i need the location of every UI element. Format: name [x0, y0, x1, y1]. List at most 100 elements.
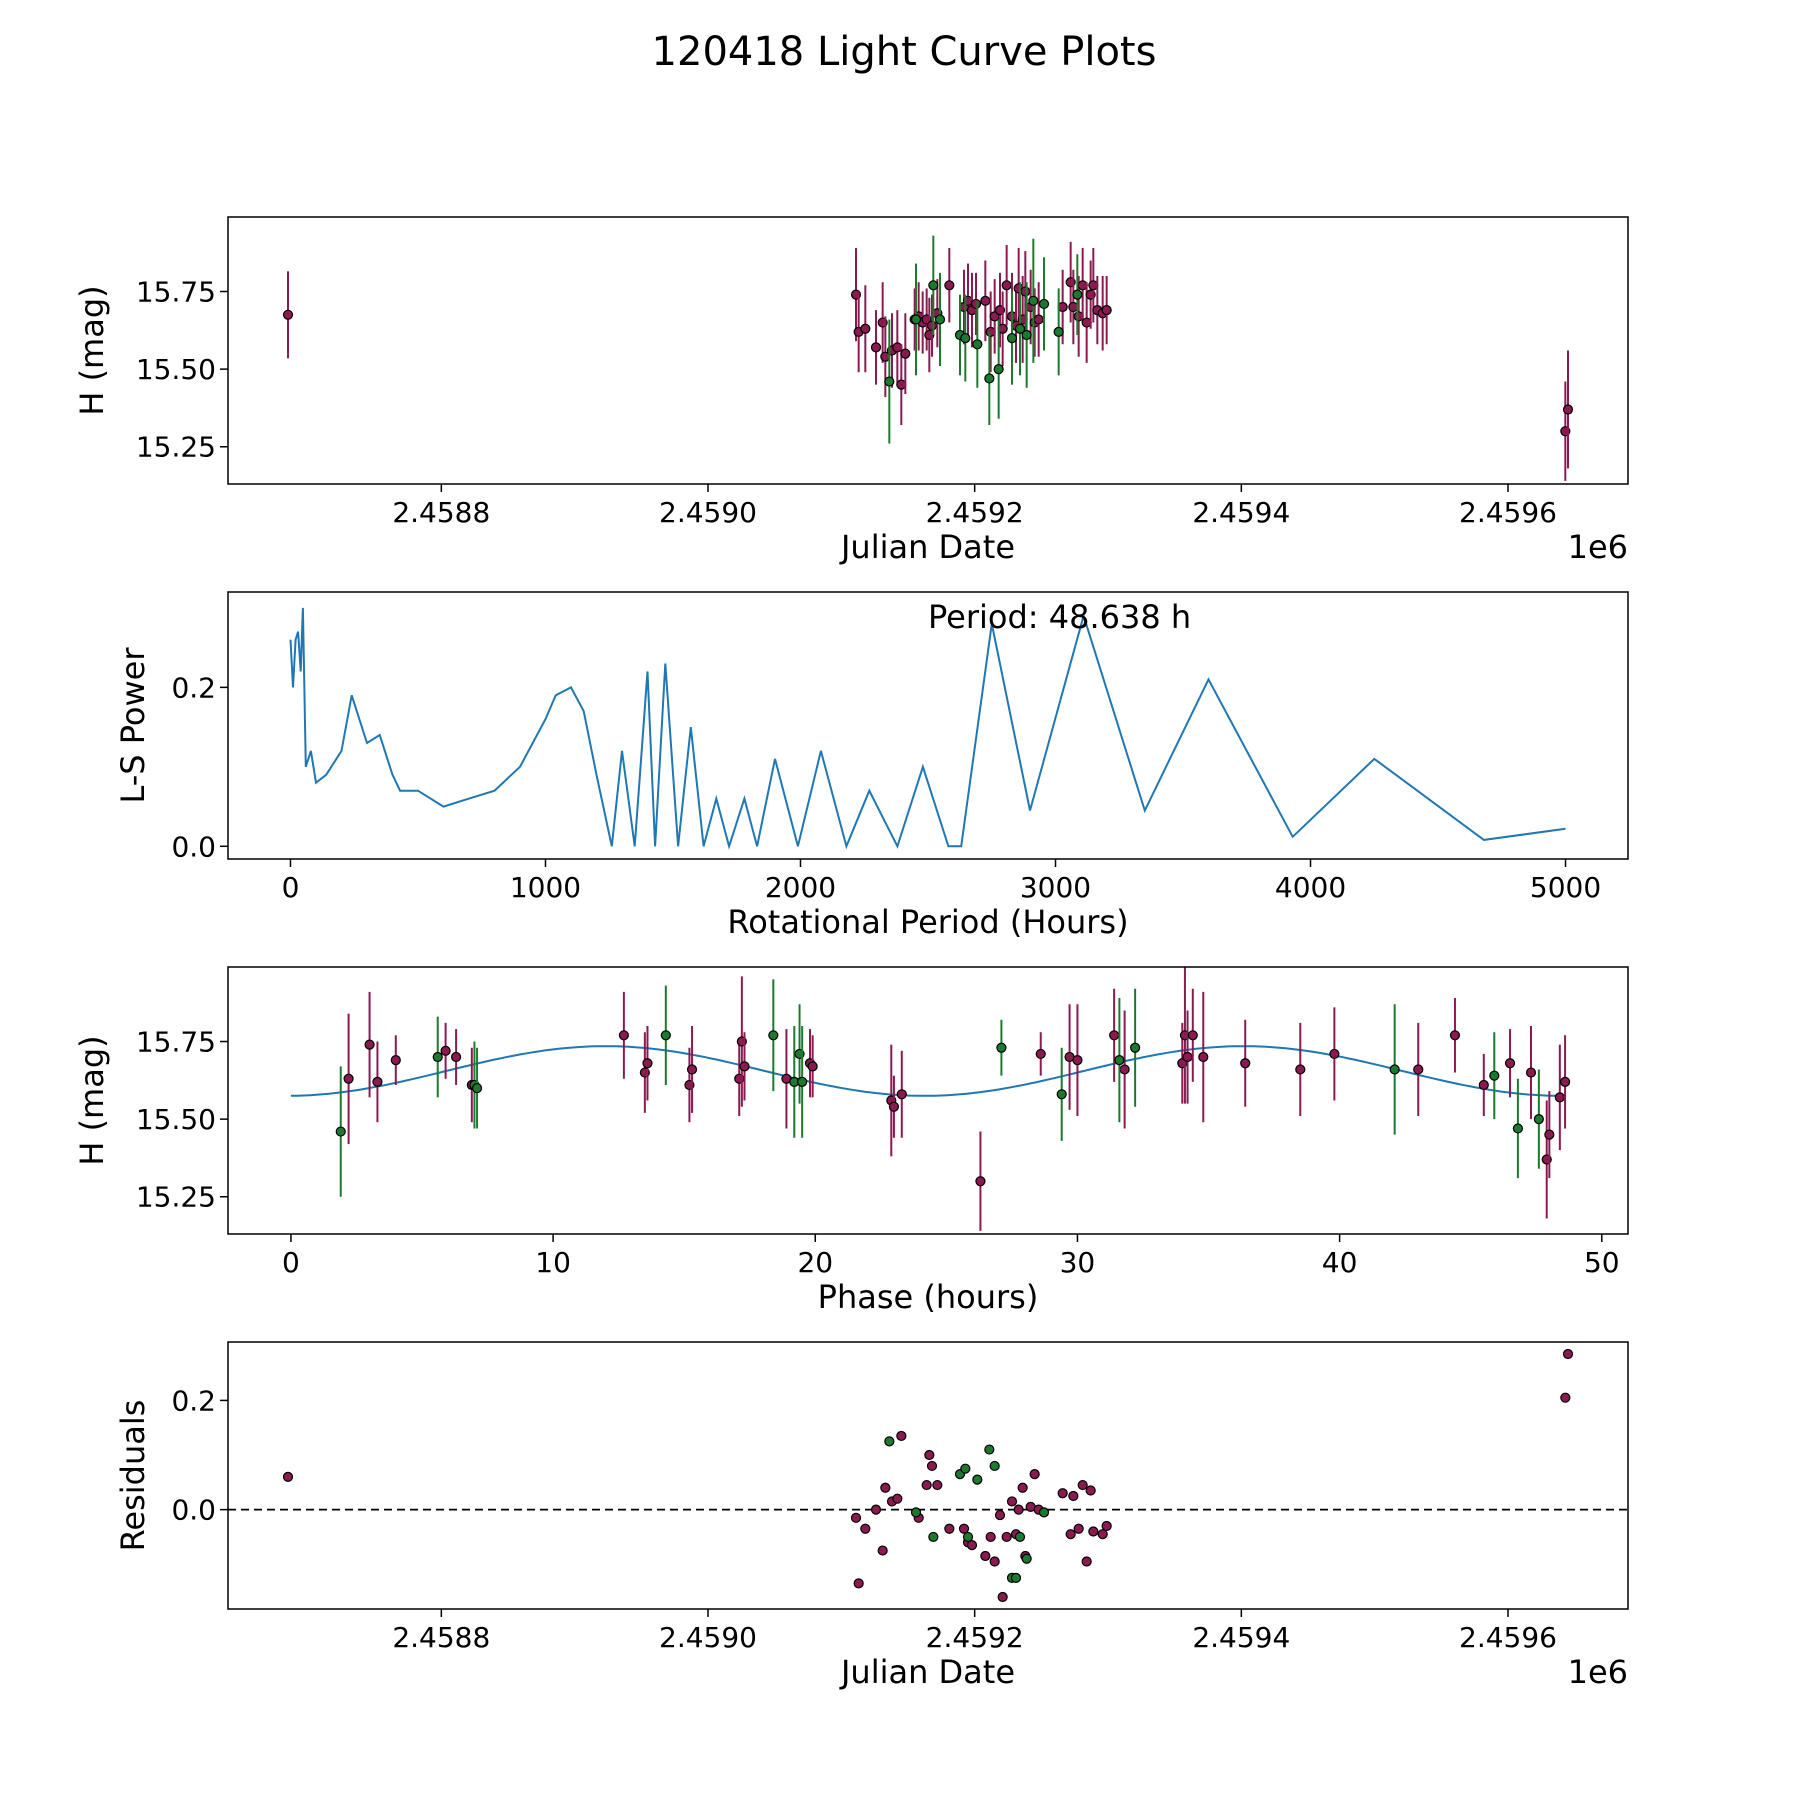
x-tick-label: 3000 — [1020, 871, 1091, 904]
data-point — [1109, 1030, 1120, 1041]
data-point — [970, 298, 982, 310]
data-point — [797, 1076, 808, 1087]
data-point — [432, 1051, 443, 1063]
data-point — [860, 323, 871, 334]
data-point — [985, 1531, 996, 1543]
data-point — [994, 1509, 1006, 1521]
x-tick-label: 4000 — [1275, 871, 1346, 904]
data-point — [1020, 286, 1031, 297]
data-point — [1449, 1030, 1461, 1041]
y-tick-label: 15.75 — [136, 1026, 216, 1059]
data-point — [1389, 1064, 1400, 1075]
data-point — [686, 1064, 698, 1075]
data-point — [989, 1460, 1000, 1472]
axes-frame — [227, 966, 1629, 1235]
data-point — [440, 1045, 451, 1056]
data-point — [1065, 1529, 1076, 1540]
periodogram-panel: 0 1000 2000 3000 4000 5000 0.0 0.2 Rotational Pe… — [114, 591, 1629, 941]
data-point — [888, 1101, 900, 1112]
data-point — [934, 314, 946, 325]
x-tick-label: 2000 — [765, 871, 836, 904]
y-tick-label: 15.50 — [136, 353, 216, 386]
x-tick-label: 2.4592 — [926, 496, 1024, 529]
data-point — [853, 1578, 864, 1589]
data-point — [471, 1082, 483, 1094]
data-point — [1562, 1348, 1574, 1360]
data-point — [944, 1523, 955, 1534]
data-point — [1038, 1507, 1050, 1518]
data-point — [343, 1073, 354, 1084]
data-point — [1081, 1556, 1092, 1567]
raw-lightcurve-panel: 2.4588 2.4590 2.4592 2.4594 2.4596 15.25 15.50… — [73, 216, 1629, 566]
data-point — [1028, 295, 1039, 306]
x-tick-label: 2.4590 — [659, 1621, 757, 1654]
data-point — [924, 1449, 935, 1461]
axes-frame — [227, 591, 1629, 860]
data-point — [1006, 1496, 1018, 1507]
data-point — [960, 1463, 971, 1474]
period-annotation: Period: 48.638 h — [928, 598, 1191, 636]
x-tick-label: 2.4588 — [392, 496, 490, 529]
x-axis-label: Phase (hours) — [818, 1278, 1039, 1316]
data-point — [1182, 1051, 1193, 1063]
x-tick-label: 50 — [1584, 1246, 1620, 1279]
data-point — [1006, 332, 1018, 344]
data-point — [921, 1479, 932, 1491]
data-point — [980, 1550, 991, 1562]
x-axis-label: Rotational Period (Hours) — [727, 903, 1128, 941]
data-point — [962, 1531, 974, 1543]
data-point — [944, 280, 955, 291]
data-point — [900, 348, 911, 359]
plot-area — [290, 967, 1571, 1231]
axes-frame — [227, 216, 1629, 485]
y-tick-label: 15.25 — [136, 1181, 216, 1214]
data-point — [1489, 1070, 1500, 1081]
data-point — [1560, 1392, 1571, 1403]
plot-area — [228, 1348, 1628, 1603]
data-point — [910, 1507, 922, 1518]
data-point — [880, 1482, 891, 1493]
data-point — [892, 1493, 903, 1504]
data-point — [932, 1479, 943, 1491]
data-point — [1101, 1520, 1112, 1532]
y-axis-label: Residuals — [114, 1400, 152, 1552]
data-point — [966, 1540, 978, 1551]
data-point — [618, 1030, 629, 1041]
data-point — [1021, 329, 1032, 341]
x-offset-label: 1e6 — [1568, 1653, 1628, 1691]
x-axis-label: Julian Date — [839, 528, 1015, 566]
data-point — [1554, 1092, 1565, 1103]
data-point — [1014, 1531, 1026, 1543]
data-point — [768, 1030, 779, 1041]
data-point — [910, 314, 922, 325]
data-point — [860, 1523, 871, 1534]
data-point — [877, 1545, 888, 1556]
data-point — [896, 1089, 907, 1100]
data-point — [1525, 1067, 1537, 1078]
data-point — [1001, 280, 1012, 291]
data-point — [972, 339, 983, 350]
y-tick-label: 15.25 — [136, 431, 216, 464]
data-point — [1559, 1076, 1571, 1087]
phased-lightcurve-panel: 0 10 20 30 40 50 15.25 15.50 15.75 Phase (hours) H… — [73, 966, 1629, 1316]
data-point — [1187, 1030, 1198, 1041]
data-point — [984, 1444, 995, 1455]
data-point — [993, 364, 1004, 375]
data-point — [1130, 1042, 1141, 1053]
x-tick-label: 2.4590 — [659, 496, 757, 529]
data-point — [1038, 298, 1050, 310]
data-point — [960, 332, 971, 344]
y-tick-label: 15.50 — [136, 1103, 216, 1136]
x-tick-label: 2.4596 — [1459, 496, 1557, 529]
y-tick-label: 0.2 — [171, 1384, 216, 1417]
data-point — [1413, 1064, 1424, 1075]
data-point — [1035, 1048, 1046, 1060]
x-tick-label: 2.4588 — [392, 1621, 490, 1654]
x-tick-label: 10 — [535, 1246, 571, 1279]
x-tick-label: 2.4594 — [1192, 496, 1290, 529]
residuals-panel: 2.4588 2.4590 2.4592 2.4594 2.4596 0.0 0.2 Juli… — [114, 1341, 1629, 1691]
data-point — [1053, 326, 1064, 337]
power-spectrum-line — [289, 607, 1566, 850]
plot-area — [289, 607, 1566, 850]
